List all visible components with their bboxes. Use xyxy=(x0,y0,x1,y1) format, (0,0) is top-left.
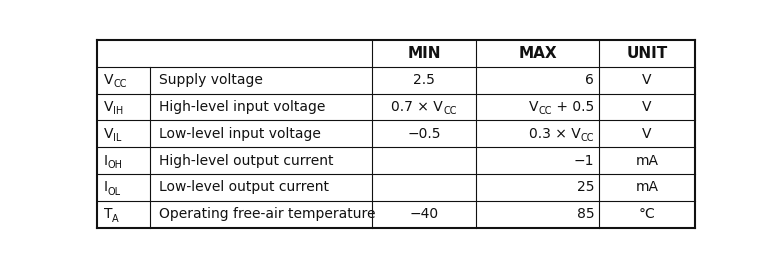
Text: UNIT: UNIT xyxy=(626,46,668,61)
Text: −40: −40 xyxy=(409,207,438,221)
Text: CC: CC xyxy=(443,106,457,116)
Text: CC: CC xyxy=(113,80,127,90)
Text: T: T xyxy=(103,207,112,221)
Text: 0.3 × V: 0.3 × V xyxy=(529,127,581,141)
Text: V: V xyxy=(642,127,652,141)
Text: A: A xyxy=(112,214,119,224)
Text: V: V xyxy=(103,127,113,141)
Text: Supply voltage: Supply voltage xyxy=(159,73,263,87)
Text: V: V xyxy=(529,100,539,114)
Text: IH: IH xyxy=(113,106,124,116)
Text: V: V xyxy=(642,100,652,114)
Text: CC: CC xyxy=(539,106,552,116)
Text: V: V xyxy=(103,100,113,114)
Text: I: I xyxy=(103,154,107,168)
Text: OL: OL xyxy=(107,187,120,197)
Text: V: V xyxy=(103,73,113,87)
Text: −1: −1 xyxy=(574,154,594,168)
Text: Operating free-air temperature: Operating free-air temperature xyxy=(159,207,376,221)
Text: °C: °C xyxy=(638,207,655,221)
Text: Low-level output current: Low-level output current xyxy=(159,180,330,195)
Text: CC: CC xyxy=(581,133,594,143)
Text: I: I xyxy=(103,180,107,195)
Text: Low-level input voltage: Low-level input voltage xyxy=(159,127,321,141)
Text: V: V xyxy=(642,73,652,87)
Text: MIN: MIN xyxy=(408,46,441,61)
Text: OH: OH xyxy=(107,160,123,170)
Text: 0.7 × V: 0.7 × V xyxy=(391,100,443,114)
Text: mA: mA xyxy=(635,154,659,168)
Text: 85: 85 xyxy=(577,207,594,221)
Text: −0.5: −0.5 xyxy=(408,127,441,141)
Text: 2.5: 2.5 xyxy=(413,73,435,87)
Text: + 0.5: + 0.5 xyxy=(552,100,594,114)
Text: IL: IL xyxy=(113,133,121,143)
Text: 25: 25 xyxy=(577,180,594,195)
Text: MAX: MAX xyxy=(519,46,557,61)
Text: High-level input voltage: High-level input voltage xyxy=(159,100,326,114)
Text: High-level output current: High-level output current xyxy=(159,154,334,168)
Text: mA: mA xyxy=(635,180,659,195)
Text: 6: 6 xyxy=(585,73,594,87)
